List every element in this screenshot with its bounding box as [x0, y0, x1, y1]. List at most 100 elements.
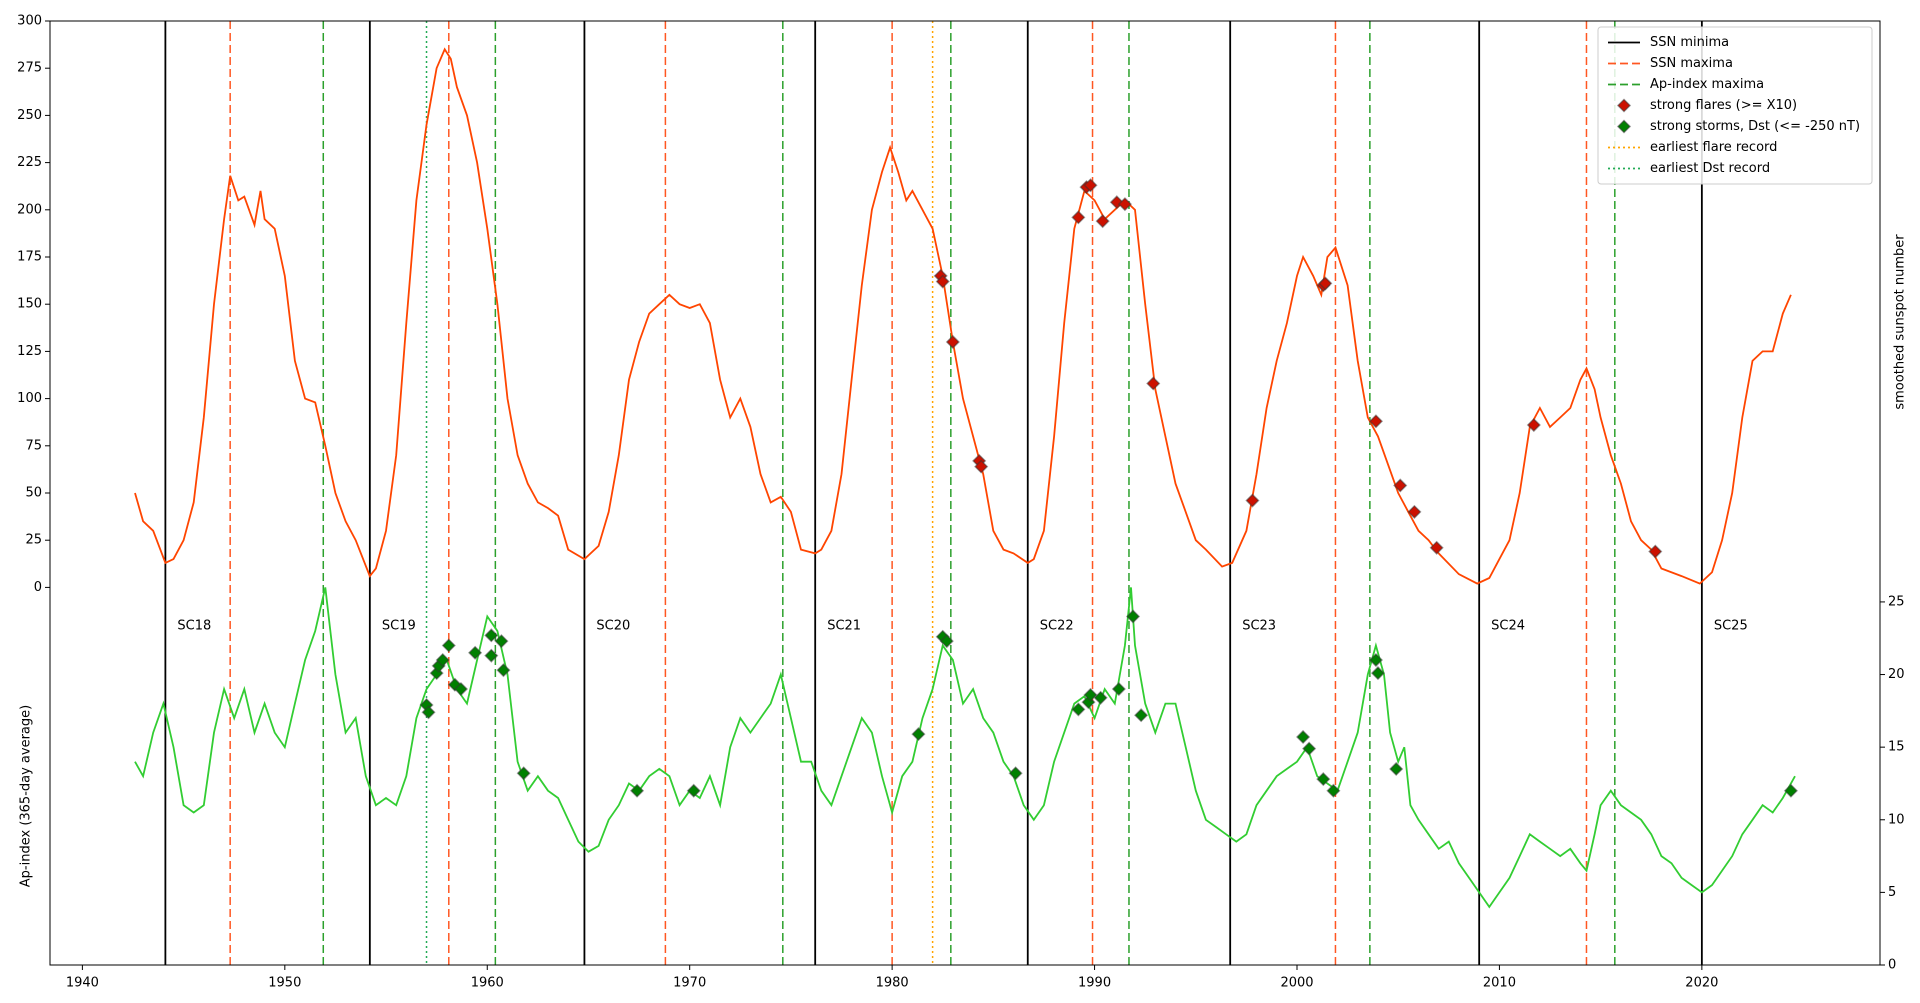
x-tick-label: 1970 — [673, 976, 706, 991]
y2-axis-label: smoothed sunspot number — [1893, 234, 1908, 410]
plot-area — [134, 21, 1798, 965]
x-tick-label: 2020 — [1685, 976, 1718, 991]
y2-tick-label: 15 — [1888, 740, 1905, 755]
x-tick-label: 2010 — [1483, 976, 1516, 991]
y-tick-label: 175 — [17, 250, 42, 265]
event-marker — [1095, 214, 1110, 229]
event-marker — [1368, 414, 1384, 429]
event-marker — [1318, 276, 1333, 291]
event-marker — [1083, 687, 1098, 702]
legend-label: SSN maxima — [1650, 56, 1733, 71]
cycle-label: SC22 — [1040, 619, 1074, 634]
event-marker — [945, 334, 960, 350]
y-tick-label: 275 — [17, 61, 42, 76]
legend-label: SSN minima — [1650, 35, 1729, 50]
x-tick-label: 1980 — [876, 976, 909, 991]
data-line — [134, 587, 1796, 909]
event-marker — [1071, 702, 1086, 717]
y-tick-label: 250 — [17, 108, 42, 123]
event-marker — [1083, 178, 1098, 193]
event-marker — [1389, 761, 1404, 776]
event-marker — [1071, 210, 1086, 225]
legend-label: strong storms, Dst (<= -250 nT) — [1650, 119, 1860, 134]
y-tick-label: 50 — [25, 486, 42, 501]
event-marker — [1146, 376, 1161, 391]
cycle-label: SC19 — [382, 619, 416, 634]
event-marker — [435, 652, 450, 668]
event-marker — [468, 645, 483, 660]
event-marker — [1370, 666, 1386, 681]
event-marker — [1302, 741, 1317, 756]
event-marker — [1783, 783, 1798, 798]
cycle-label: SC20 — [596, 619, 630, 634]
y-tick-label: 0 — [34, 580, 42, 595]
event-marker — [1109, 195, 1124, 210]
y2-tick-label: 0 — [1888, 958, 1896, 973]
event-marker — [1134, 708, 1149, 723]
event-marker — [1093, 690, 1108, 705]
event-marker — [974, 459, 989, 474]
event-marker — [1125, 609, 1141, 624]
event-marker — [453, 682, 469, 697]
event-marker — [939, 634, 954, 649]
event-marker — [1111, 682, 1126, 697]
data-line — [134, 47, 1792, 585]
legend-swatch — [1616, 98, 1632, 113]
event-marker — [447, 677, 462, 692]
cycle-label: SC18 — [177, 619, 211, 634]
event-marker — [1526, 417, 1541, 433]
y2-tick-label: 20 — [1888, 667, 1905, 682]
event-marker — [494, 634, 509, 649]
event-marker — [1316, 772, 1331, 787]
event-marker — [1407, 504, 1422, 519]
y-tick-label: 200 — [17, 202, 42, 217]
cycle-label: SC23 — [1242, 619, 1276, 634]
event-marker — [1245, 493, 1260, 508]
event-marker — [1393, 478, 1408, 493]
event-marker — [935, 274, 950, 289]
event-marker — [484, 648, 499, 663]
y-tick-label: 300 — [17, 14, 42, 29]
y-tick-label: 225 — [17, 155, 42, 170]
cycle-label: SC21 — [827, 619, 861, 634]
x-tick-label: 1950 — [268, 976, 301, 991]
event-marker — [516, 766, 531, 781]
y-tick-label: 25 — [25, 533, 42, 548]
y-tick-label: 125 — [17, 344, 42, 359]
cycle-label: SC25 — [1714, 619, 1748, 634]
legend-swatch — [1616, 119, 1632, 134]
y-axis-label: Ap-index (365-day average) — [19, 705, 34, 887]
legend-label: Ap-index maxima — [1650, 77, 1764, 92]
y2-tick-label: 10 — [1888, 812, 1905, 827]
y-tick-label: 100 — [17, 391, 42, 406]
x-tick-label: 1990 — [1078, 976, 1111, 991]
event-marker — [686, 783, 701, 798]
event-marker — [441, 638, 456, 653]
event-marker — [421, 705, 436, 720]
y-tick-label: 75 — [25, 438, 42, 453]
y2-tick-label: 5 — [1888, 885, 1896, 900]
event-marker — [1008, 766, 1023, 781]
cycle-label: SC24 — [1491, 619, 1525, 634]
legend-label: strong flares (>= X10) — [1650, 98, 1797, 113]
event-marker — [1368, 652, 1384, 668]
event-marker — [1295, 729, 1311, 745]
event-marker — [629, 783, 645, 798]
legend-label: earliest flare record — [1650, 140, 1777, 155]
event-marker — [1326, 783, 1341, 798]
event-marker — [911, 727, 926, 742]
legend-box — [1597, 26, 1873, 185]
y-tick-label: 150 — [17, 297, 42, 312]
legend-label: earliest Dst record — [1650, 161, 1770, 176]
event-marker — [484, 628, 499, 643]
legend: SSN minima SSN maxima Ap-index maxima stron… — [1597, 26, 1873, 185]
event-marker — [1429, 540, 1444, 555]
event-marker — [1117, 197, 1132, 212]
x-tick-label: 2000 — [1280, 976, 1313, 991]
event-marker — [1648, 544, 1663, 559]
x-tick-label: 1940 — [66, 976, 99, 991]
x-tick-label: 1960 — [471, 976, 504, 991]
y2-tick-label: 25 — [1888, 594, 1905, 609]
